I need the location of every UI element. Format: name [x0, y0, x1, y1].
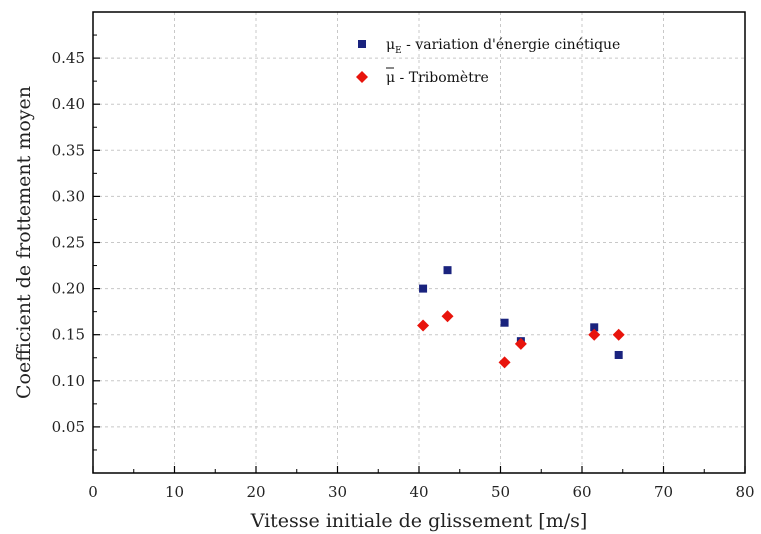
- legend-text: - variation d'énergie cinétique: [402, 37, 621, 53]
- y-tick-label: 0.25: [52, 234, 85, 252]
- x-tick-label: 40: [409, 483, 428, 501]
- series-mu-e-point: [419, 284, 428, 293]
- x-tick-label: 10: [165, 483, 184, 501]
- series-mu-e-point: [500, 318, 509, 327]
- y-tick-label: 0.40: [52, 95, 85, 113]
- y-tick-label: 0.05: [52, 418, 85, 436]
- x-tick-label: 0: [88, 483, 98, 501]
- y-tick-label: 0.35: [52, 141, 85, 159]
- y-axis-title: Coefficient de frottement moyen: [13, 86, 35, 399]
- tick-labels: 0 10 20 30 40 50 60 70 80 0.05 0.10 0.15 0.20 0.25 0.3…: [52, 49, 755, 501]
- series-tribometre-point: [498, 356, 511, 369]
- data-points: [417, 266, 625, 369]
- legend-entry-label: μE - variation d'énergie cinétique: [386, 37, 620, 56]
- x-tick-label: 60: [572, 483, 591, 501]
- series-mu-e-point: [590, 323, 599, 332]
- legend-symbol: μ: [386, 37, 395, 53]
- series-tribometre-point: [514, 337, 527, 350]
- y-tick-label: 0.15: [52, 326, 85, 344]
- x-tick-label: 20: [246, 483, 265, 501]
- x-tick-label: 30: [328, 483, 347, 501]
- legend-text: - Tribomètre: [395, 70, 489, 86]
- legend-marker: [358, 40, 366, 48]
- series-tribometre-point: [588, 328, 601, 341]
- x-tick-label: 50: [491, 483, 510, 501]
- y-tick-label: 0.45: [52, 49, 85, 67]
- x-tick-label: 80: [735, 483, 754, 501]
- y-tick-label: 0.10: [52, 372, 85, 390]
- plot-frame: [92, 11, 746, 474]
- series-tribometre-point: [441, 310, 454, 323]
- x-axis-title: Vitesse initiale de glissement [m/s]: [250, 510, 588, 532]
- series-tribometre-point: [417, 319, 430, 332]
- grid: [93, 12, 745, 473]
- series-tribometre-point: [612, 328, 625, 341]
- legend-symbol: μ: [386, 70, 395, 86]
- y-tick-label: 0.30: [52, 187, 85, 205]
- legend-entry-label: μ - Tribomètre: [386, 70, 489, 86]
- legend-marker: [356, 71, 368, 83]
- x-tick-label: 70: [654, 483, 673, 501]
- legend-subscript: E: [395, 46, 402, 56]
- series-mu-e-point: [443, 266, 452, 275]
- series-mu-e-point: [614, 350, 623, 359]
- y-tick-label: 0.20: [52, 280, 85, 298]
